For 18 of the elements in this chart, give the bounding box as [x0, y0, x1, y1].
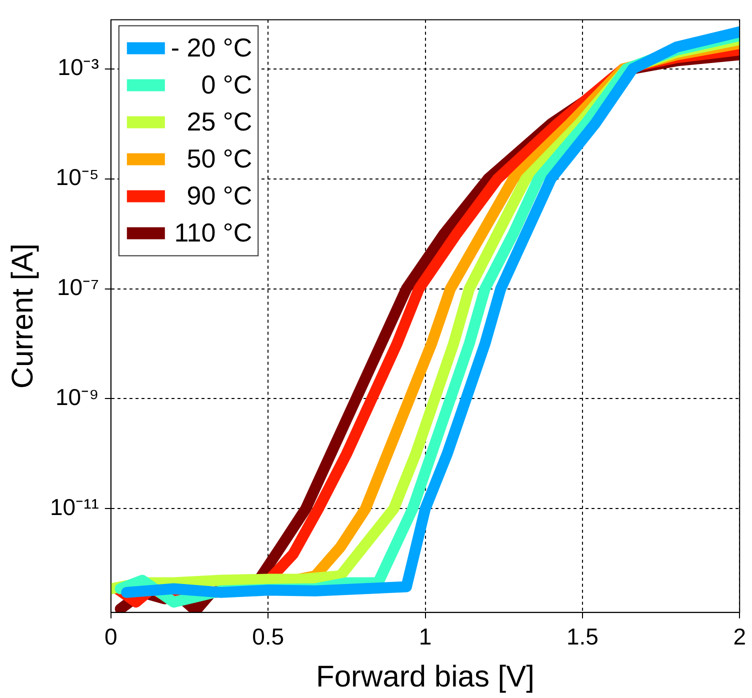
y-tick-label: 10⁻⁵ — [56, 164, 99, 190]
legend-label: 50 °C — [186, 143, 252, 174]
x-tick-label: 0.5 — [252, 624, 284, 650]
x-tick-label: 0 — [104, 624, 118, 650]
legend-label: 90 °C — [186, 180, 252, 210]
y-tick-label: 10⁻⁷ — [56, 274, 99, 300]
y-tick-label: 10⁻¹¹ — [50, 494, 100, 520]
y-tick-label: 10⁻³ — [58, 54, 100, 80]
x-tick-label: 1 — [418, 624, 432, 650]
y-tick-label: 10⁻⁹ — [55, 384, 99, 410]
x-axis-title: Forward bias [V] — [316, 660, 534, 694]
legend-label: - 20 °C — [170, 32, 252, 62]
legend-label: 25 °C — [186, 106, 252, 136]
x-tick-label: 2 — [733, 624, 746, 650]
legend-label: 0 °C — [201, 69, 252, 100]
legend-label: 110 °C — [174, 217, 252, 248]
y-axis-title: Current [A] — [6, 244, 40, 389]
x-tick-label: 1.5 — [566, 624, 598, 650]
